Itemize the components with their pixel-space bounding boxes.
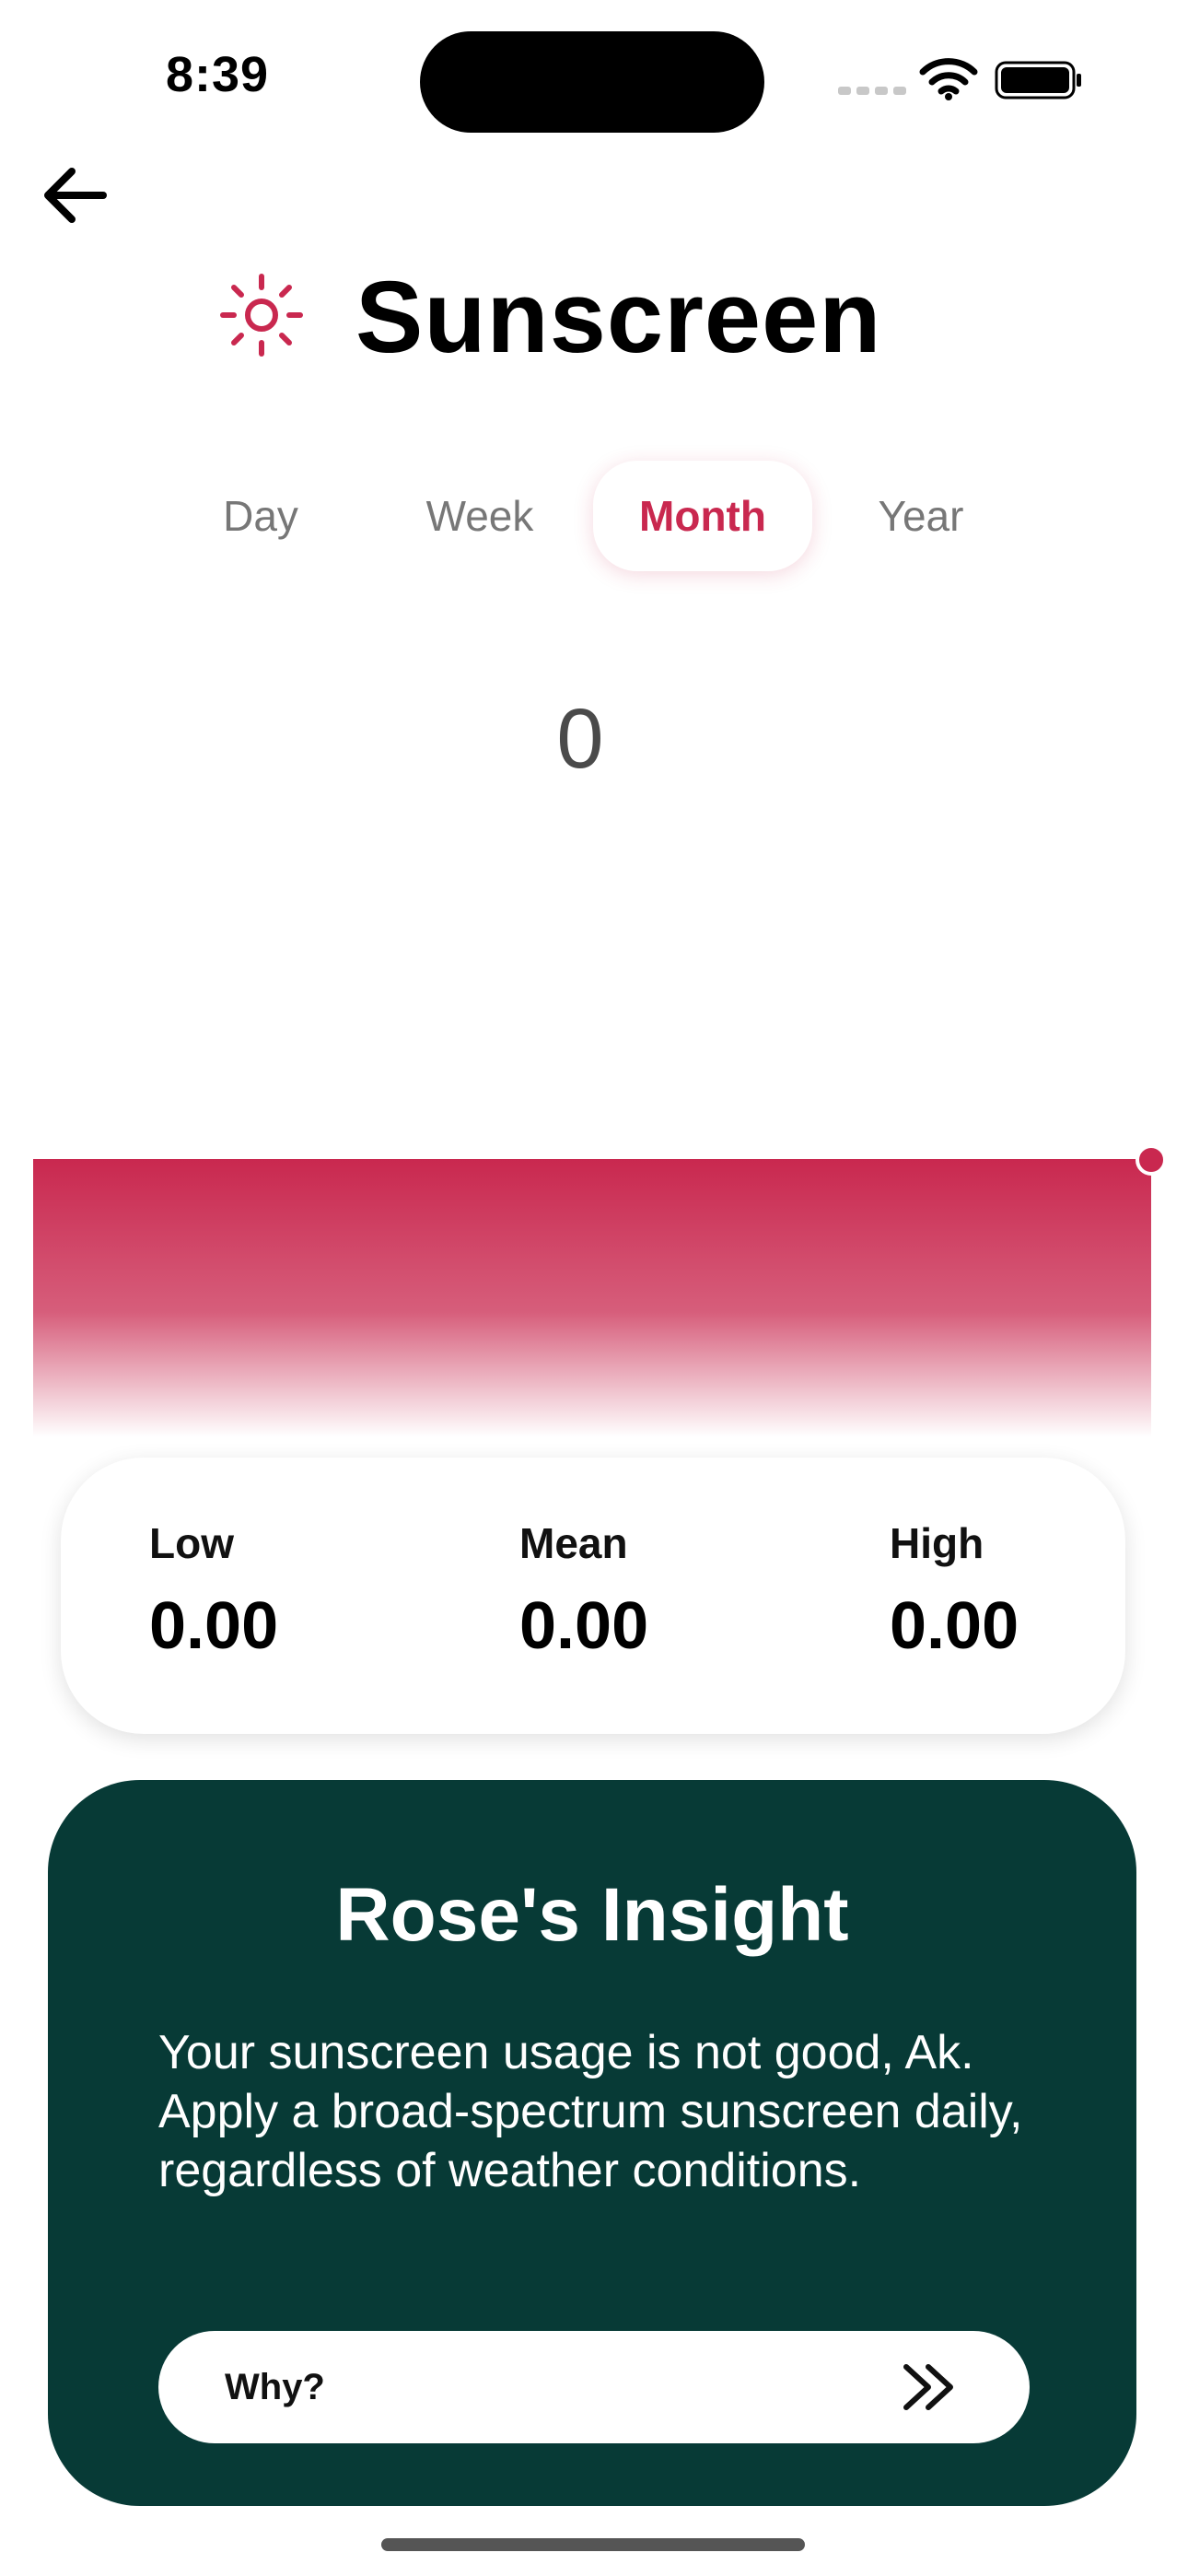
- insight-text: Your sunscreen usage is not good, Ak. Ap…: [158, 2026, 1023, 2197]
- current-value: 0: [556, 692, 604, 786]
- status-time: 8:39: [166, 47, 270, 102]
- why-button[interactable]: Why?: [158, 2331, 1030, 2443]
- stat-low-label: Low: [149, 1519, 234, 1567]
- chart-area-series: [33, 1159, 1151, 1437]
- tab-day[interactable]: Day: [223, 492, 298, 540]
- tab-month[interactable]: Month: [593, 461, 812, 571]
- page-title: Sunscreen: [355, 261, 882, 374]
- back-button[interactable]: [37, 158, 120, 232]
- stat-high: High 0.00: [890, 1518, 1019, 1664]
- double-chevron-right-icon: [903, 2364, 953, 2410]
- sunscreen-chart: [33, 1144, 1167, 1437]
- stat-high-value: 0.00: [890, 1589, 1019, 1663]
- wifi-icon: [919, 58, 978, 100]
- sun-icon: [220, 274, 303, 357]
- tab-year[interactable]: Year: [878, 492, 964, 540]
- chart-data-point[interactable]: [1136, 1144, 1167, 1176]
- tab-week[interactable]: Week: [425, 492, 534, 540]
- why-button-label: Why?: [225, 2367, 325, 2407]
- insight-card: Rose's Insight Your sunscreen usage is n…: [48, 1780, 1136, 2506]
- stat-high-label: High: [890, 1519, 984, 1567]
- stat-low: Low 0.00: [149, 1518, 278, 1664]
- page-header: Sunscreen: [0, 258, 1188, 378]
- dynamic-island: [420, 31, 764, 133]
- stat-mean: Mean 0.00: [519, 1518, 648, 1664]
- battery-icon: [995, 61, 1081, 100]
- home-indicator: [381, 2538, 805, 2551]
- cellular-signal-icon: [838, 87, 906, 95]
- stat-low-value: 0.00: [149, 1589, 279, 1663]
- stat-mean-value: 0.00: [519, 1589, 649, 1663]
- stats-card: Low 0.00 Mean 0.00 High 0.00: [61, 1458, 1125, 1734]
- stat-mean-label: Mean: [519, 1519, 628, 1567]
- arrow-left-icon: [44, 168, 107, 223]
- period-tabs: Day Week Month Year: [0, 461, 1188, 571]
- insight-title: Rose's Insight: [335, 1873, 849, 1957]
